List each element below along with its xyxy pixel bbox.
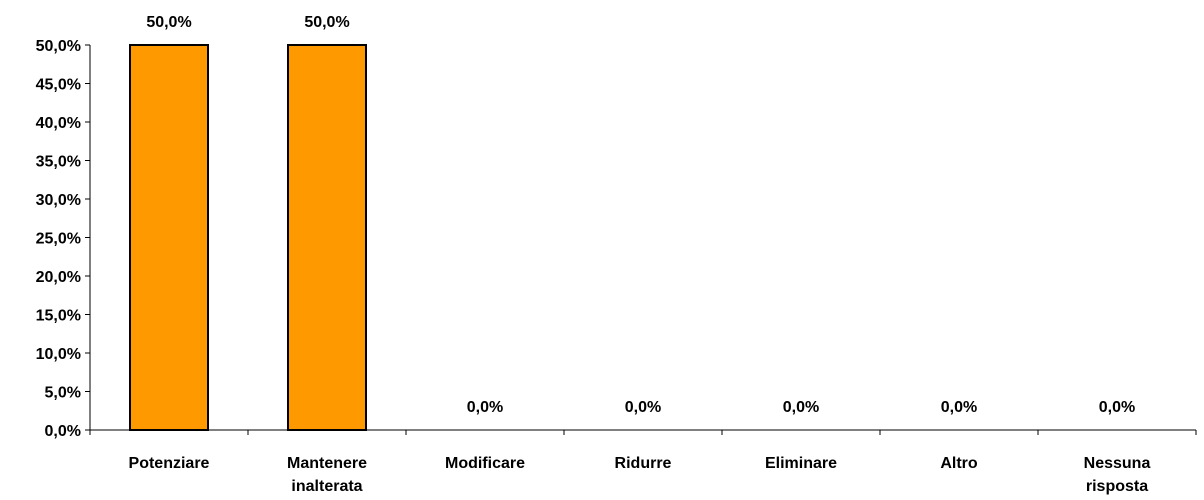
y-tick-label: 5,0% bbox=[45, 385, 81, 402]
x-tick-label-line: Mantenere bbox=[287, 455, 367, 472]
bar bbox=[287, 44, 367, 431]
y-tick-label: 20,0% bbox=[36, 269, 81, 286]
data-label: 50,0% bbox=[304, 14, 349, 31]
x-tick-label-line: Nessuna bbox=[1084, 455, 1151, 472]
x-tick-label: Mantenere inalterata bbox=[287, 455, 367, 495]
x-tick-label-line: Altro bbox=[940, 455, 978, 472]
x-tick-label-line: Ridurre bbox=[615, 455, 672, 472]
y-axis: 0,0% 5,0% 10,0% 15,0% 20,0% 25,0% 30,0% 35,0% 40… bbox=[36, 38, 91, 440]
x-tick-label: Modificare bbox=[445, 455, 525, 472]
y-tick-label: 15,0% bbox=[36, 308, 81, 325]
data-label: 0,0% bbox=[625, 399, 661, 416]
y-tick-label: 35,0% bbox=[36, 154, 81, 171]
bar bbox=[129, 44, 209, 431]
bars bbox=[129, 44, 367, 431]
x-tick-label-line: Potenziare bbox=[129, 455, 210, 472]
x-axis: Potenziare Mantenere inalterata Modificare R… bbox=[89, 429, 1197, 495]
data-label: 0,0% bbox=[467, 399, 503, 416]
y-tick-label: 50,0% bbox=[36, 38, 81, 55]
y-tick-label: 25,0% bbox=[36, 231, 81, 248]
x-tick-label-line: risposta bbox=[1086, 478, 1148, 495]
x-tick-label: Altro bbox=[940, 455, 978, 472]
y-tick-label: 10,0% bbox=[36, 346, 81, 363]
data-label: 0,0% bbox=[941, 399, 977, 416]
y-tick-label: 45,0% bbox=[36, 77, 81, 94]
x-tick-label: Eliminare bbox=[765, 455, 837, 472]
data-label: 0,0% bbox=[1099, 399, 1135, 416]
data-labels: 50,0% 50,0% 0,0% 0,0% 0,0% 0,0% 0,0% bbox=[146, 14, 1135, 416]
x-tick-label: Nessuna risposta bbox=[1084, 455, 1151, 495]
x-tick-label-line: inalterata bbox=[291, 478, 362, 495]
x-tick-label: Ridurre bbox=[615, 455, 672, 472]
y-tick-label: 0,0% bbox=[45, 423, 81, 440]
y-tick-label: 40,0% bbox=[36, 115, 81, 132]
x-tick-label-line: Eliminare bbox=[765, 455, 837, 472]
data-label: 0,0% bbox=[783, 399, 819, 416]
x-tick-label: Potenziare bbox=[129, 455, 210, 472]
y-tick-label: 30,0% bbox=[36, 192, 81, 209]
data-label: 50,0% bbox=[146, 14, 191, 31]
x-tick-label-line: Modificare bbox=[445, 455, 525, 472]
